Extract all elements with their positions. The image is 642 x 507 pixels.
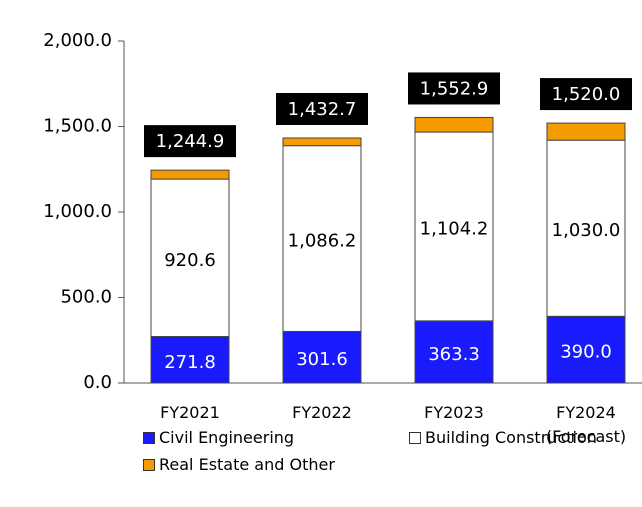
bar-segment	[150, 336, 230, 384]
legend-item: Building Construction	[409, 428, 597, 447]
y-tick-label: 500.0	[60, 287, 112, 308]
total-box	[408, 72, 500, 105]
bar-segment	[414, 320, 494, 384]
legend-swatch	[143, 431, 155, 444]
legend-swatch	[409, 431, 421, 444]
data-label: 1,104.2	[420, 218, 489, 239]
data-label: 1,030.0	[552, 220, 621, 241]
legend-item: Real Estate and Other	[143, 455, 335, 474]
data-label: 301.6	[296, 349, 348, 370]
bar-segment	[546, 315, 626, 384]
total-box	[144, 125, 236, 158]
y-tick-label: 1,000.0	[43, 201, 112, 222]
x-tick-label: FY2024 (Forecast)	[545, 403, 627, 446]
x-tick-label: FY2023	[424, 403, 484, 422]
bar-segment	[414, 116, 494, 133]
x-tick-label: FY2022	[292, 403, 352, 422]
legend-item: Civil Engineering	[143, 428, 294, 447]
bar-segment	[282, 137, 362, 147]
legend-swatch	[143, 458, 155, 471]
data-label: 920.6	[164, 250, 216, 271]
bar-segment	[546, 122, 626, 141]
data-label: 363.3	[428, 344, 480, 365]
bar-segment	[150, 169, 230, 180]
y-tick-label: 1,500.0	[43, 116, 112, 137]
total-label: 1,520.0	[552, 84, 621, 105]
total-label: 1,432.7	[288, 99, 357, 120]
x-tick-label: FY2021	[160, 403, 220, 422]
data-label: 1,086.2	[288, 231, 357, 252]
data-label: 390.0	[560, 342, 612, 363]
y-tick-label: 0.0	[83, 372, 112, 393]
bar-segment	[150, 178, 230, 338]
legend-label: Building Construction	[425, 428, 597, 447]
bar-segment	[546, 139, 626, 317]
total-box	[276, 93, 368, 126]
bar-segment	[282, 145, 362, 332]
legend-label: Real Estate and Other	[159, 455, 335, 474]
legend-label: Civil Engineering	[159, 428, 295, 447]
bar-segment	[282, 330, 362, 384]
total-label: 1,552.9	[420, 78, 489, 99]
total-label: 1,244.9	[156, 131, 225, 152]
total-box	[540, 78, 632, 111]
data-label: 271.8	[164, 352, 216, 373]
y-tick-label: 2,000.0	[43, 30, 112, 51]
bar-segment	[414, 131, 494, 322]
